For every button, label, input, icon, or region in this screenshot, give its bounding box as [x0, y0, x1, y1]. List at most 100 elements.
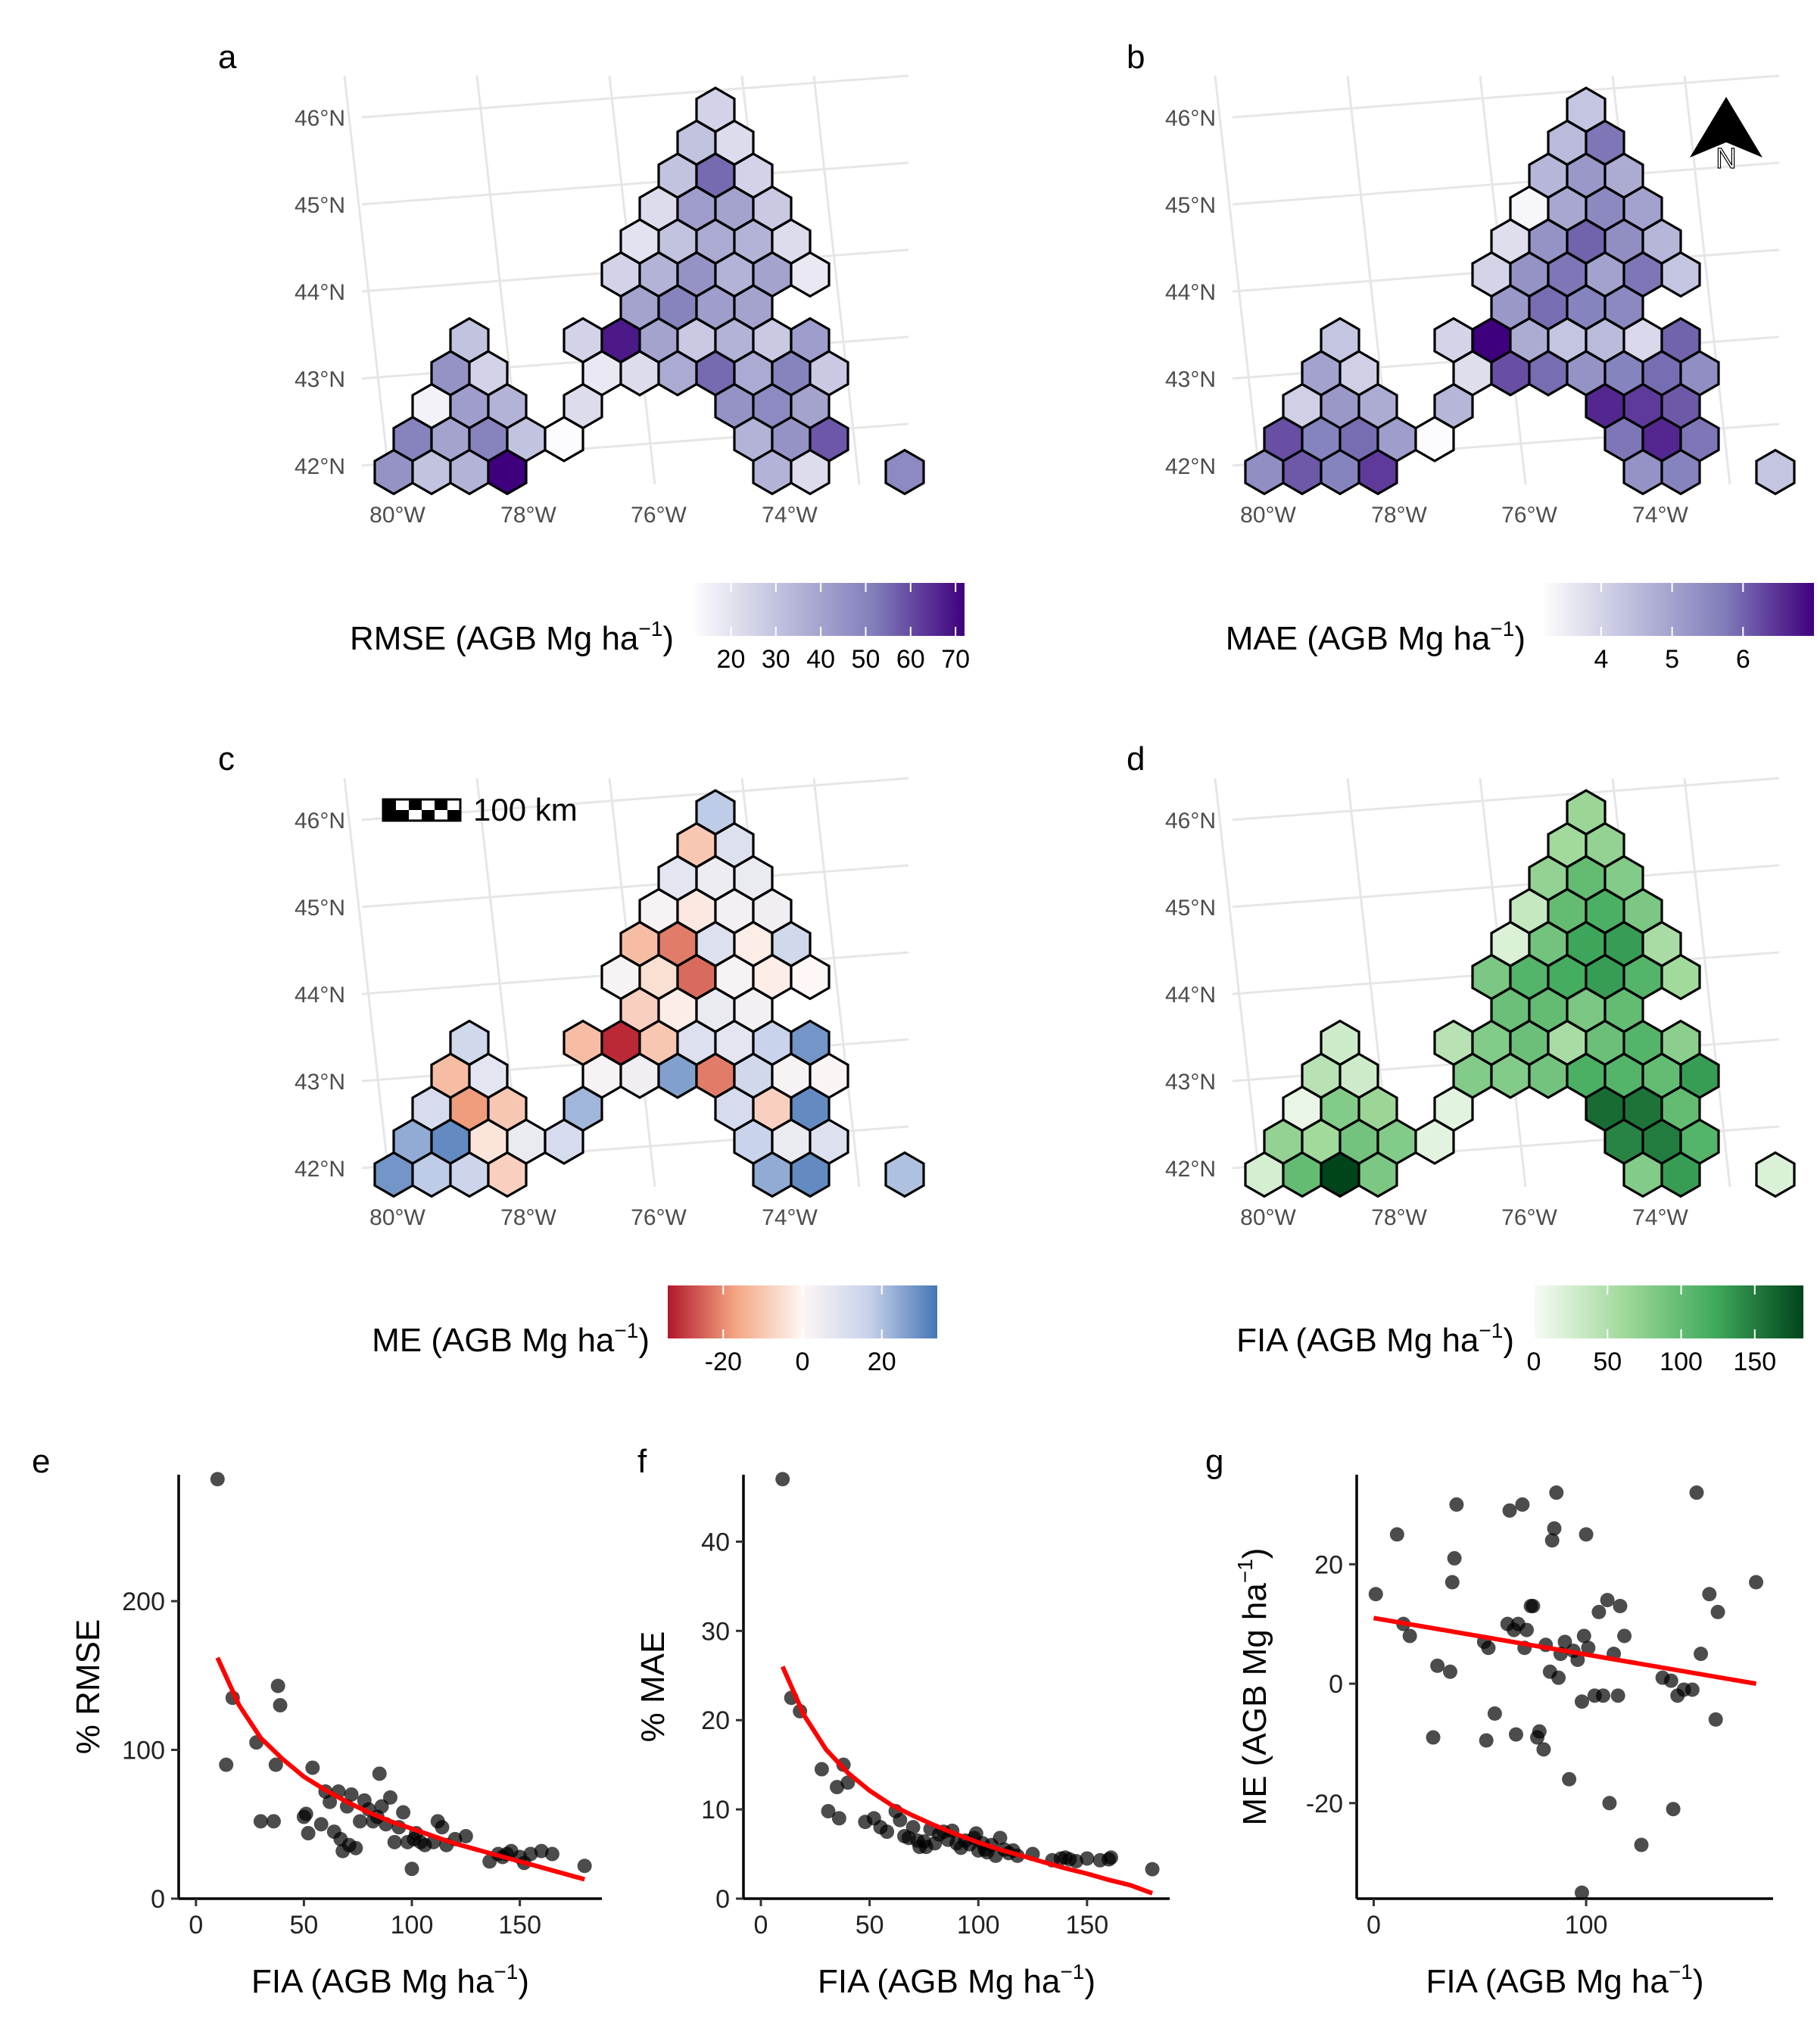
lon-label: 78°W	[1371, 1205, 1427, 1230]
data-point	[323, 1794, 338, 1809]
data-point	[1570, 1653, 1585, 1668]
lon-label: 76°W	[631, 1205, 687, 1230]
north-arrow-icon: N	[1690, 97, 1762, 176]
x-tick-label: 100	[391, 1911, 434, 1940]
data-point	[374, 1799, 389, 1814]
data-point	[298, 1806, 313, 1821]
lon-labels: 80°W 78°W 76°W 74°W	[369, 1205, 818, 1230]
hex-cell	[1622, 1151, 1663, 1198]
hex-cell	[884, 1151, 925, 1198]
lat-label: 44°N	[295, 983, 345, 1008]
graticule-lat-line	[1232, 864, 1780, 908]
hex-cell	[1660, 953, 1701, 1001]
data-point	[383, 1790, 397, 1805]
lon-labels: 80°W 78°W 76°W 74°W	[1240, 1205, 1688, 1230]
colorbar-tick-label: 70	[941, 645, 970, 674]
hex-cell	[487, 448, 528, 496]
data-point	[534, 1843, 549, 1859]
graticule-lat-line	[1232, 161, 1780, 206]
colorbar-tick-label: 60	[896, 645, 925, 674]
data-point	[1447, 1550, 1462, 1566]
data-point	[1610, 1688, 1625, 1703]
lat-labels: 46°N 45°N 44°N 43°N 42°N	[295, 106, 345, 479]
lat-label: 46°N	[295, 809, 345, 833]
hex-cell	[1282, 1151, 1323, 1198]
lat-label: 45°N	[1165, 896, 1216, 921]
lat-label: 43°N	[1165, 367, 1216, 392]
x-tick-label: 50	[856, 1911, 884, 1940]
lat-label: 45°N	[295, 193, 345, 218]
hex-cell	[1528, 350, 1569, 397]
panel-label-c: c	[218, 740, 235, 777]
lon-label: 78°W	[1371, 503, 1427, 528]
data-point	[893, 1812, 908, 1827]
y-axis-title: % RMSE	[70, 1619, 107, 1754]
data-point	[435, 1820, 450, 1835]
y-tick-label: 0	[1329, 1670, 1343, 1699]
data-point	[313, 1817, 329, 1832]
data-point	[831, 1811, 846, 1826]
graticule-lat-line	[361, 864, 909, 908]
x-axis-title: FIA (AGB Mg ha−1)	[251, 1960, 529, 2000]
data-point	[1515, 1497, 1530, 1512]
hex-cell	[1755, 448, 1796, 496]
colorbar-tick-label: 150	[1733, 1348, 1776, 1376]
legend-title: MAE (AGB Mg ha−1)	[1226, 617, 1526, 657]
data-point	[372, 1766, 387, 1781]
data-point	[1613, 1599, 1628, 1614]
hex-cell	[1660, 251, 1701, 298]
lon-labels: 80°W 78°W 76°W 74°W	[1240, 503, 1688, 528]
hex-cell	[1755, 1151, 1796, 1198]
colorbar-tick-label: 50	[852, 645, 880, 674]
lat-labels: 46°N 45°N 44°N 43°N 42°N	[1165, 809, 1216, 1182]
legend-colorbar	[695, 583, 965, 636]
hex-cell	[1320, 448, 1360, 496]
data-point	[268, 1757, 283, 1772]
graticule-lon-line	[812, 777, 861, 1188]
data-point	[301, 1826, 316, 1841]
data-point	[1508, 1727, 1523, 1742]
hex-cell	[544, 416, 584, 463]
data-point	[305, 1760, 320, 1775]
scatter-rmse-vs-fia: 0 50 100 150 0 100 200 FIA (AGB Mg ha−1) % RMSE	[70, 1472, 602, 2000]
x-axis-title: FIA (AGB Mg ha−1)	[1426, 1960, 1704, 2000]
graticule-lon-line	[343, 75, 391, 485]
panel-label-g: g	[1205, 1443, 1223, 1480]
data-point	[1532, 1724, 1547, 1739]
lon-label: 76°W	[631, 503, 687, 528]
data-point	[1634, 1837, 1649, 1852]
lon-label: 80°W	[369, 503, 425, 528]
legend-ticks: 20 30 40 50 60 70	[717, 583, 970, 674]
hex-cell	[1244, 1151, 1285, 1198]
data-point	[1402, 1628, 1417, 1644]
hex-cell	[884, 448, 925, 496]
data-point	[344, 1787, 359, 1802]
hex-cell	[790, 953, 831, 1001]
data-point	[1702, 1587, 1717, 1602]
hex-cell	[487, 1151, 528, 1198]
data-point	[1487, 1706, 1502, 1721]
data-point	[1694, 1647, 1709, 1662]
lon-label: 74°W	[762, 503, 818, 528]
graticule-lat-line	[361, 74, 909, 119]
colorbar-tick-label: 5	[1665, 645, 1679, 674]
data-point	[1389, 1527, 1404, 1542]
data-point	[830, 1780, 845, 1795]
hex-cell	[373, 448, 414, 496]
hex-cell	[619, 350, 660, 397]
hex-cell	[619, 1052, 660, 1099]
data-point	[1145, 1862, 1160, 1877]
hex-cells	[373, 86, 925, 496]
scatter-me-vs-fia: 0 100 -20 0 20 FIA (AGB Mg ha−1) ME (AGB Mg ha…	[1233, 1475, 1773, 2000]
data-point	[1445, 1575, 1460, 1590]
hex-cell	[790, 448, 831, 496]
data-point	[523, 1846, 538, 1862]
data-point	[1685, 1682, 1700, 1697]
graticule-lon-line	[812, 75, 861, 485]
data-point	[219, 1757, 234, 1772]
y-tick-label: 200	[122, 1588, 165, 1616]
data-point	[814, 1762, 829, 1777]
data-point	[993, 1831, 1008, 1846]
data-point	[1576, 1628, 1591, 1644]
data-point	[1666, 1802, 1681, 1817]
